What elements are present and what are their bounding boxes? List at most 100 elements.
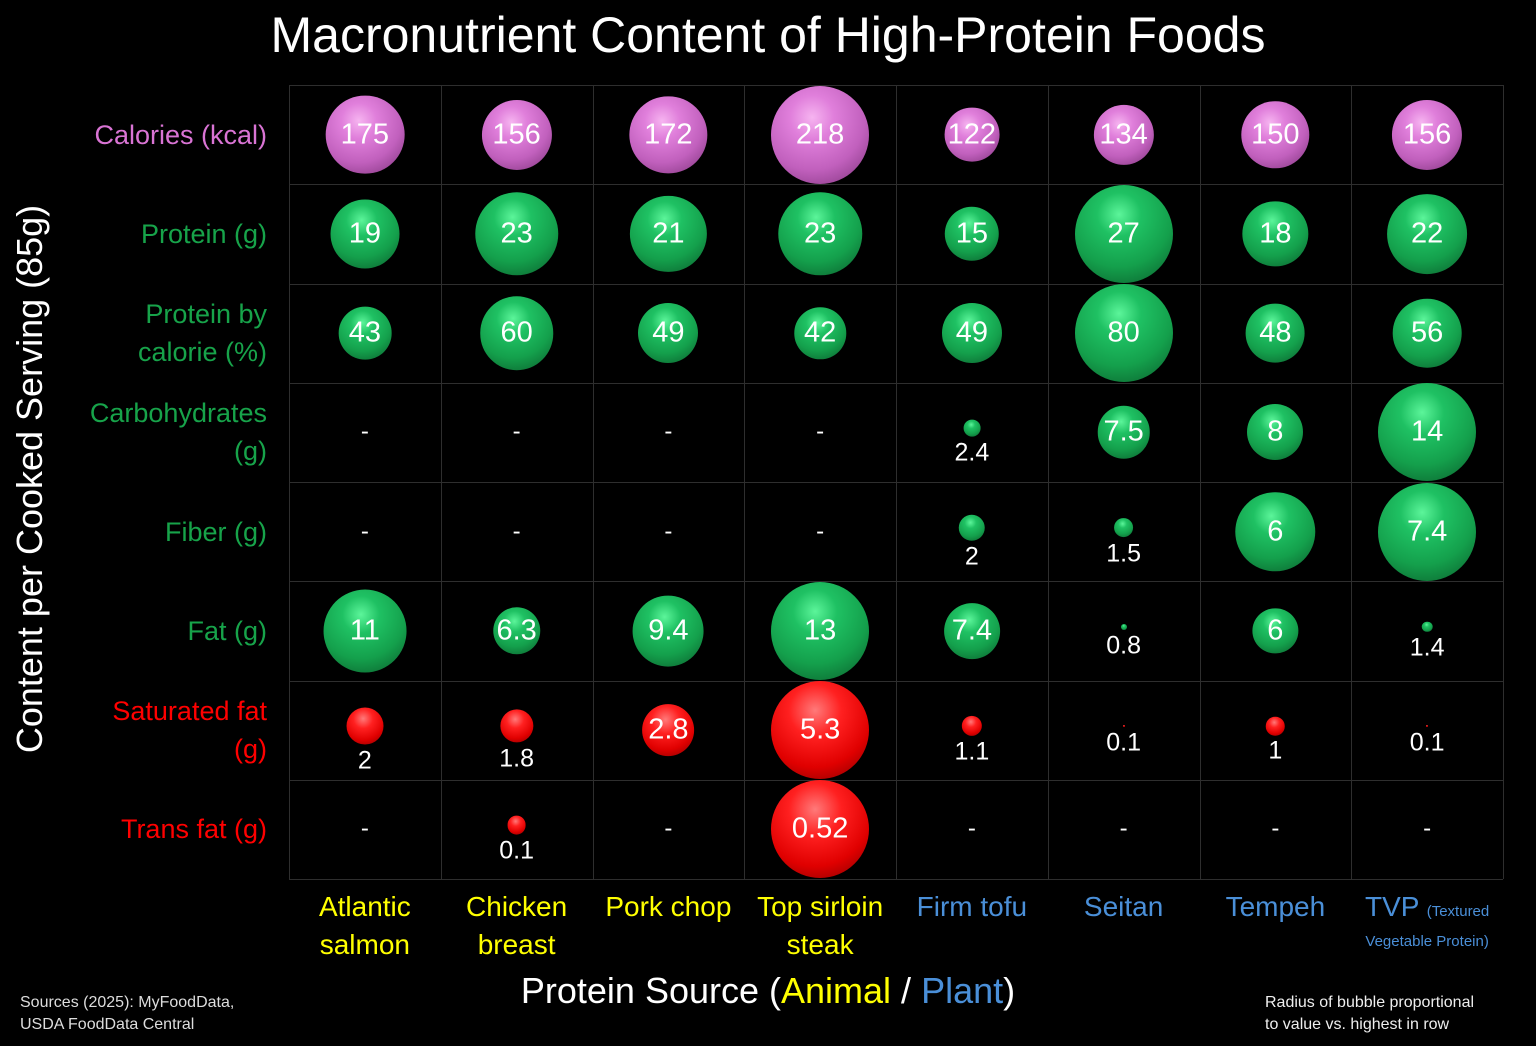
column-label: Firm tofu <box>896 888 1048 926</box>
row-label-line-2: calorie (%) <box>137 337 267 368</box>
gridline-horizontal <box>289 581 1503 583</box>
column-label-text: Pork chop <box>605 891 732 922</box>
column-label-line-1: Top sirloin <box>744 888 896 926</box>
no-value-dash: - <box>1423 815 1432 843</box>
value-bubble <box>630 195 707 272</box>
column-label: Chicken breast <box>441 888 593 964</box>
no-value-dash: - <box>360 418 369 446</box>
value-bubble <box>771 780 870 879</box>
value-bubble <box>1235 491 1316 572</box>
row-label-line-1: Trans fat (g) <box>120 814 267 845</box>
row-label: Fat (g) <box>27 612 267 650</box>
row-label: Protein (g) <box>27 215 267 253</box>
value-label: 150 <box>1251 118 1300 151</box>
row-label: Calories (kcal) <box>27 116 267 154</box>
row-label-line-1: Saturated fat <box>112 696 267 727</box>
column-label-text: Firm tofu <box>916 891 1028 922</box>
value-label: 0.1 <box>1106 728 1142 757</box>
no-value-dash: - <box>664 517 673 545</box>
value-label: 11 <box>349 614 380 647</box>
value-label: 13 <box>803 614 837 647</box>
value-bubble <box>629 95 708 174</box>
value-label: 7.5 <box>1103 415 1144 448</box>
value-label: 9.4 <box>648 614 689 647</box>
value-bubble <box>1378 482 1477 581</box>
value-bubble <box>944 206 1000 262</box>
column-label-line-1: Seitan <box>1048 888 1200 926</box>
value-label: 23 <box>803 217 837 250</box>
value-label: 49 <box>955 316 989 349</box>
column-label-line-2: breast <box>477 929 556 960</box>
value-bubble <box>1113 517 1134 538</box>
no-value-dash: - <box>816 418 825 446</box>
x-axis-label: Protein Source (Animal / Plant) <box>0 970 1536 1012</box>
no-value-dash: - <box>360 815 369 843</box>
value-bubble <box>1378 383 1477 482</box>
sources-line-1: Sources (2025): MyFoodData, <box>20 994 235 1011</box>
value-bubble <box>771 581 870 680</box>
value-bubble <box>1421 621 1433 633</box>
value-label: 8 <box>1267 415 1284 448</box>
gridline-vertical <box>1351 85 1353 879</box>
value-bubble <box>481 99 552 170</box>
value-bubble <box>941 303 1002 364</box>
value-bubble <box>1266 716 1285 736</box>
value-label: 27 <box>1107 217 1140 250</box>
note-line-2: to value vs. highest in row <box>1265 1016 1450 1033</box>
column-label-line-2: Vegetable Protein) <box>1365 933 1489 950</box>
value-bubble <box>638 303 699 364</box>
value-bubble <box>794 307 846 359</box>
value-bubble <box>1387 193 1468 274</box>
sources-note: Sources (2025): MyFoodData, USDA FoodDat… <box>20 992 234 1036</box>
x-axis-label-suffix: ) <box>1003 970 1016 1011</box>
value-bubble <box>1426 725 1429 728</box>
value-label: 156 <box>1402 118 1452 151</box>
value-label: 19 <box>348 217 382 250</box>
value-label: 0.1 <box>499 836 535 865</box>
value-bubble <box>642 704 695 757</box>
gridline-vertical <box>1199 85 1201 879</box>
value-label: 2.4 <box>954 438 990 467</box>
value-label: 42 <box>803 316 837 349</box>
row-label-line-1: Carbohydrates <box>89 398 267 429</box>
value-label: 1.4 <box>1409 633 1445 662</box>
value-label: 21 <box>652 217 685 250</box>
value-bubble <box>1247 404 1304 461</box>
column-label: Seitan <box>1048 888 1200 926</box>
column-label: Pork chop <box>593 888 745 926</box>
value-label: 15 <box>955 217 989 250</box>
value-bubble <box>771 681 870 780</box>
value-bubble <box>1242 201 1309 267</box>
column-label-text: Atlantic <box>318 891 411 922</box>
value-label: 6 <box>1267 614 1284 647</box>
value-label: 0.1 <box>1409 728 1445 757</box>
no-value-dash: - <box>664 418 673 446</box>
gridline-horizontal <box>289 680 1503 682</box>
value-bubble <box>325 95 405 174</box>
value-bubble <box>1241 100 1310 169</box>
column-label-line-2: salmon <box>319 929 410 960</box>
value-bubble <box>338 306 392 360</box>
bubble-size-note: Radius of bubble proportional to value v… <box>1265 992 1474 1036</box>
column-label: Atlantic salmon <box>289 888 441 964</box>
value-bubble <box>943 602 1000 659</box>
value-label: 0.52 <box>791 812 849 845</box>
row-label-line-1: Protein (g) <box>140 218 267 249</box>
value-label: 49 <box>652 316 685 349</box>
value-label: 18 <box>1259 217 1292 250</box>
y-axis-label: Content per Cooked Serving (85g) <box>9 204 50 754</box>
column-label-text: TVP <box>1364 891 1419 922</box>
value-label: 60 <box>500 316 533 349</box>
value-bubble <box>330 199 400 269</box>
value-label: 1.1 <box>954 737 990 766</box>
column-label-text: Chicken <box>466 891 568 922</box>
value-bubble <box>944 107 1000 163</box>
value-bubble <box>323 589 407 673</box>
gridline-vertical <box>1503 85 1504 879</box>
value-bubble <box>479 296 554 370</box>
x-axis-label-separator: / <box>891 970 922 1011</box>
row-label: Fiber (g) <box>27 513 267 551</box>
value-bubble <box>1093 104 1154 165</box>
bubble-grid: 175 156 172 218 122 134 150 156 19 23 21 23 15 27 18 22… <box>289 85 1504 880</box>
value-bubble <box>963 419 981 437</box>
